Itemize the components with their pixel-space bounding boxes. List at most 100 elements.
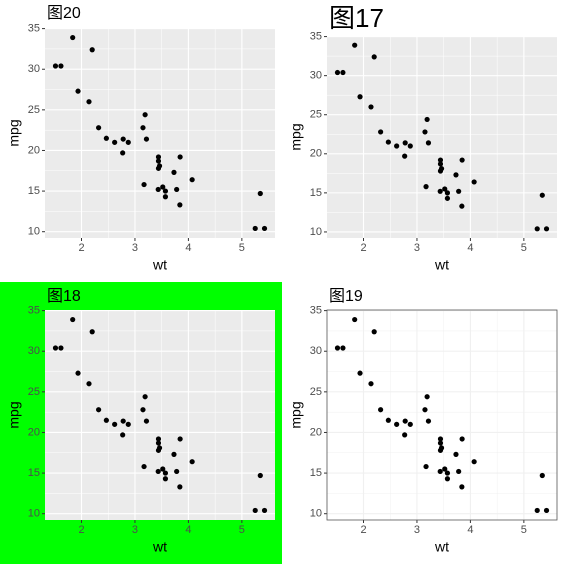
chart-title: 图18 <box>47 288 81 305</box>
point <box>543 226 550 232</box>
x-tick-label: 2 <box>78 242 84 254</box>
point <box>424 394 430 400</box>
point <box>459 484 465 490</box>
point <box>177 436 183 442</box>
point <box>257 190 263 197</box>
y-tick-label: 15 <box>28 185 40 197</box>
panel: 2 3 4 5 10 15 20 25 30 35 图18 wt mpg <box>0 282 282 564</box>
y-axis-label: mpg <box>6 119 22 146</box>
point <box>162 470 169 476</box>
x-axis-label: wt <box>152 539 167 555</box>
x-tick-label: 5 <box>521 524 527 536</box>
point <box>155 447 162 453</box>
x-tick-label: 3 <box>414 242 420 254</box>
point <box>177 484 183 490</box>
point <box>103 417 109 423</box>
x-tick-label: 4 <box>185 242 191 254</box>
point <box>444 470 451 476</box>
point <box>437 436 444 442</box>
point <box>385 417 391 423</box>
point <box>174 186 180 193</box>
x-axis-label: wt <box>434 257 449 273</box>
point <box>437 188 443 194</box>
point <box>58 63 64 69</box>
point <box>112 421 118 427</box>
point <box>368 381 374 387</box>
point <box>70 316 76 323</box>
chart-title: 图20 <box>47 5 81 22</box>
point <box>141 181 147 188</box>
point <box>422 407 428 413</box>
point <box>437 157 444 163</box>
plot-background <box>45 28 275 238</box>
point <box>155 440 162 446</box>
y-tick-label: 10 <box>310 508 322 520</box>
y-tick-label: 35 <box>28 23 40 35</box>
point <box>442 466 448 472</box>
point <box>140 125 146 131</box>
point <box>543 507 550 514</box>
point <box>407 143 413 149</box>
point <box>257 472 263 479</box>
x-axis-label: wt <box>152 257 167 273</box>
y-tick-label: 20 <box>310 426 322 438</box>
panel-border <box>326 309 558 521</box>
point <box>120 418 126 424</box>
point <box>103 135 109 141</box>
point <box>155 436 162 442</box>
point <box>141 463 147 470</box>
point <box>162 476 169 482</box>
point <box>86 381 92 387</box>
chart-title: 图17 <box>329 3 384 33</box>
point <box>142 394 148 400</box>
y-tick-label: 10 <box>28 226 40 238</box>
y-tick-label: 10 <box>28 508 40 520</box>
point <box>378 407 384 413</box>
point <box>89 47 95 53</box>
point <box>52 63 59 69</box>
y-axis-label: mpg <box>288 401 304 428</box>
x-tick-label: 2 <box>78 524 84 536</box>
x-tick-label: 2 <box>360 242 366 254</box>
y-tick-label: 30 <box>28 63 40 75</box>
point <box>143 136 150 142</box>
y-axis-label: mpg <box>6 401 22 428</box>
point <box>112 139 118 145</box>
point <box>394 421 400 427</box>
point <box>394 143 400 149</box>
point <box>160 184 166 190</box>
point <box>96 125 102 131</box>
point <box>155 154 162 160</box>
point <box>407 421 413 427</box>
x-tick-label: 2 <box>360 524 366 536</box>
x-tick-label: 4 <box>467 524 473 536</box>
point <box>459 203 465 209</box>
point <box>437 161 444 167</box>
y-tick-label: 30 <box>310 345 322 357</box>
point <box>89 329 95 335</box>
point <box>352 42 358 48</box>
point <box>534 226 540 232</box>
point <box>171 169 177 176</box>
point <box>423 463 429 470</box>
point <box>459 157 465 163</box>
point <box>340 69 346 76</box>
y-tick-label: 20 <box>310 148 322 160</box>
point <box>171 451 177 458</box>
point <box>453 172 459 178</box>
point <box>371 329 377 335</box>
panel: 2 3 4 5 10 15 20 25 30 35 图20 wt mpg <box>0 0 282 282</box>
point <box>75 88 81 94</box>
point <box>459 436 465 442</box>
point <box>125 421 131 427</box>
panel: 2 3 4 5 10 15 20 25 30 35 图19 wt mpg <box>282 282 564 564</box>
point <box>120 150 126 156</box>
point <box>86 99 92 105</box>
y-tick-label: 30 <box>28 345 40 357</box>
point <box>444 476 451 482</box>
point <box>75 370 81 376</box>
y-tick-label: 20 <box>28 426 40 438</box>
point <box>140 407 146 413</box>
point <box>340 345 346 351</box>
point <box>402 153 408 159</box>
